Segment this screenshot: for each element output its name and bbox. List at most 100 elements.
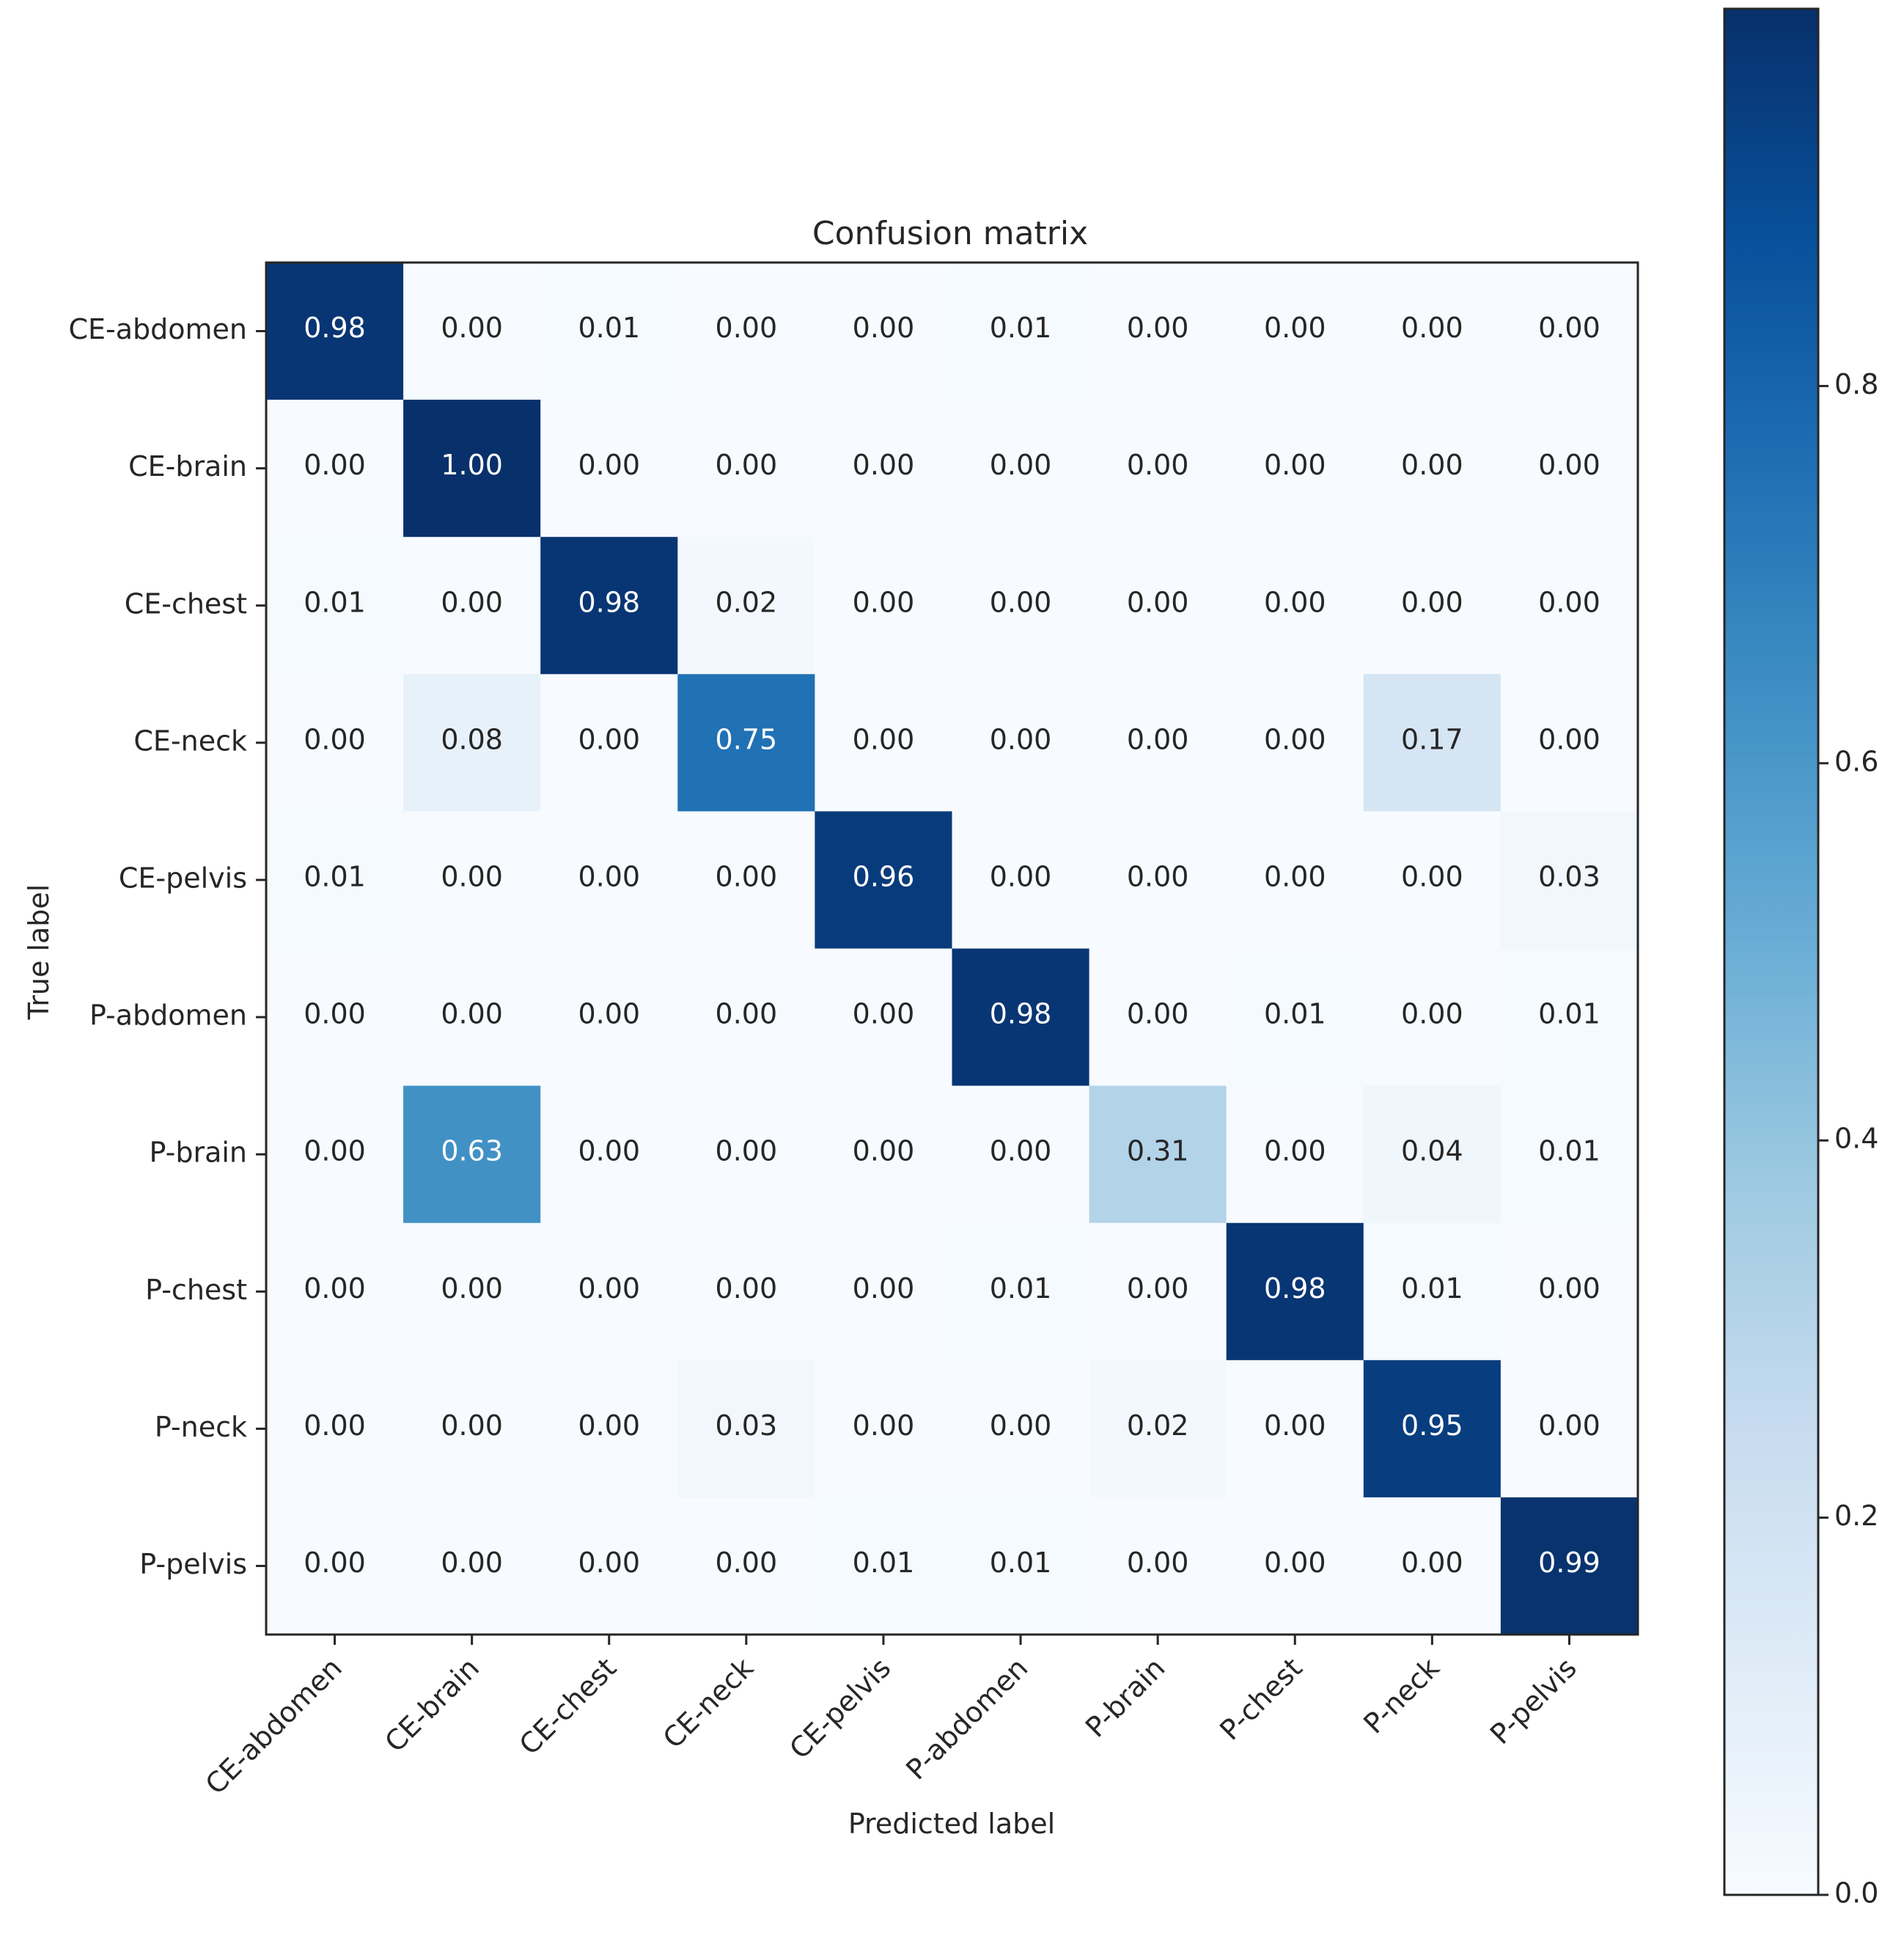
y-tick-label: P-chest bbox=[145, 1274, 247, 1306]
cell-value-label: 0.02 bbox=[1127, 1409, 1189, 1442]
heatmap-cell bbox=[403, 674, 541, 812]
cell-value-label: 0.99 bbox=[1538, 1547, 1600, 1579]
heatmap-cell bbox=[677, 948, 815, 1087]
heatmap-cell bbox=[1500, 400, 1639, 538]
heatmap-cell bbox=[815, 263, 952, 400]
cell-value-label: 0.01 bbox=[853, 1547, 915, 1579]
cell-value-label: 0.00 bbox=[853, 449, 915, 481]
heatmap-cell-labels: 0.98 0.00 0.01 0.00 0.00 0.01 0.00 0.00 0.00 0.00… bbox=[304, 312, 1600, 1579]
heatmap-cell bbox=[1226, 948, 1364, 1087]
colorbar-tick-label: 0.6 bbox=[1834, 745, 1878, 777]
heatmap-cell bbox=[540, 1222, 678, 1361]
x-tick-label: P-brain bbox=[1079, 1651, 1171, 1743]
x-axis: CE-abdomen CE-brain CE-chest CE-neck CE-pelv… bbox=[199, 1635, 1583, 1801]
x-tick-label: P-abdomen bbox=[900, 1651, 1034, 1786]
cell-value-label: 0.00 bbox=[441, 860, 503, 892]
cell-value-label: 0.00 bbox=[578, 860, 640, 892]
cell-value-label: 0.01 bbox=[1401, 1272, 1463, 1305]
heatmap-cell bbox=[815, 811, 952, 949]
heatmap-cell bbox=[952, 400, 1090, 538]
cell-value-label: 0.00 bbox=[853, 312, 915, 344]
heatmap-cell bbox=[266, 537, 404, 675]
cell-value-label: 0.00 bbox=[578, 723, 640, 755]
heatmap-cell bbox=[815, 948, 952, 1087]
x-tick-label: CE-abdomen bbox=[199, 1651, 348, 1800]
y-tick-label: CE-chest bbox=[125, 587, 247, 620]
cell-value-label: 0.00 bbox=[1264, 860, 1326, 892]
cell-value-label: 0.00 bbox=[716, 312, 778, 344]
heatmap-cell bbox=[266, 263, 404, 400]
heatmap-cell bbox=[266, 948, 404, 1087]
heatmap-cell bbox=[1089, 1085, 1227, 1224]
y-tick-label: P-brain bbox=[150, 1137, 247, 1169]
heatmap-cell bbox=[677, 400, 815, 538]
heatmap-cell bbox=[815, 1222, 952, 1361]
heatmap-cell bbox=[1226, 263, 1364, 400]
cell-value-label: 0.00 bbox=[441, 586, 503, 618]
heatmap-cell bbox=[1363, 811, 1501, 949]
heatmap-cell bbox=[815, 1497, 952, 1635]
colorbar-ticks: 0.0 0.2 0.4 0.6 0.8 bbox=[1818, 368, 1878, 1910]
cell-value-label: 0.00 bbox=[716, 860, 778, 892]
plot-frame bbox=[265, 261, 1639, 1636]
heatmap-cell bbox=[1226, 1360, 1364, 1498]
heatmap-cell bbox=[1363, 400, 1501, 538]
x-axis-label: Predicted label bbox=[848, 1808, 1055, 1840]
cell-value-label: 0.08 bbox=[441, 723, 503, 755]
cell-value-label: 0.00 bbox=[1538, 312, 1600, 344]
cell-value-label: 0.00 bbox=[1264, 1409, 1326, 1442]
heatmap-cell bbox=[1363, 537, 1501, 675]
cell-value-label: 0.00 bbox=[716, 1547, 778, 1579]
cell-value-label: 0.00 bbox=[304, 449, 366, 481]
heatmap-cell bbox=[540, 948, 678, 1087]
heatmap-cell bbox=[952, 1497, 1090, 1635]
cell-value-label: 0.00 bbox=[578, 449, 640, 481]
heatmap-cell bbox=[1089, 1222, 1227, 1361]
cell-value-label: 0.01 bbox=[304, 586, 366, 618]
heatmap-cell bbox=[815, 400, 952, 538]
cell-value-label: 0.98 bbox=[304, 312, 366, 344]
colorbar-tick-label: 0.4 bbox=[1834, 1123, 1878, 1155]
cell-value-label: 0.00 bbox=[578, 1547, 640, 1579]
cell-value-label: 0.00 bbox=[578, 1272, 640, 1305]
cell-value-label: 0.00 bbox=[1538, 449, 1600, 481]
cell-value-label: 0.63 bbox=[441, 1135, 503, 1167]
cell-value-label: 0.00 bbox=[441, 1547, 503, 1579]
cell-value-label: 0.00 bbox=[1538, 723, 1600, 755]
y-tick-label: CE-pelvis bbox=[119, 862, 247, 894]
heatmap-cell bbox=[266, 1085, 404, 1224]
heatmap-cell bbox=[403, 1085, 541, 1224]
heatmap-cell bbox=[403, 1222, 541, 1361]
cell-value-label: 0.00 bbox=[441, 312, 503, 344]
cell-value-label: 0.00 bbox=[304, 1272, 366, 1305]
heatmap-cell bbox=[1363, 1085, 1501, 1224]
heatmap-cell bbox=[403, 537, 541, 675]
cell-value-label: 0.00 bbox=[1264, 1547, 1326, 1579]
heatmap-cell bbox=[1363, 948, 1501, 1087]
cell-value-label: 0.00 bbox=[1127, 449, 1189, 481]
cell-value-label: 0.00 bbox=[578, 1409, 640, 1442]
heatmap-cell bbox=[403, 1360, 541, 1498]
heatmap-cell bbox=[952, 1222, 1090, 1361]
heatmap-cell bbox=[540, 1360, 678, 1498]
heatmap-cell bbox=[540, 1085, 678, 1224]
heatmap-cell bbox=[815, 674, 952, 812]
y-tick-label: CE-abdomen bbox=[68, 313, 247, 345]
heatmap-cell bbox=[266, 674, 404, 812]
cell-value-label: 0.00 bbox=[304, 1409, 366, 1442]
cell-value-label: 0.00 bbox=[441, 1409, 503, 1442]
cell-value-label: 0.95 bbox=[1401, 1409, 1463, 1442]
heatmap-cell bbox=[403, 1497, 541, 1635]
heatmap-cell bbox=[1500, 674, 1639, 812]
heatmap-cell bbox=[1089, 1497, 1227, 1635]
cell-value-label: 0.01 bbox=[1538, 1135, 1600, 1167]
heatmap-cell bbox=[1089, 1360, 1227, 1498]
cell-value-label: 0.00 bbox=[1127, 1547, 1189, 1579]
colorbar-tick-label: 0.8 bbox=[1834, 368, 1878, 400]
heatmap-cell bbox=[1500, 263, 1639, 400]
cell-value-label: 0.98 bbox=[990, 998, 1052, 1030]
heatmap-cell bbox=[1226, 1222, 1364, 1361]
cell-value-label: 0.00 bbox=[990, 860, 1052, 892]
heatmap-cell bbox=[952, 1085, 1090, 1224]
